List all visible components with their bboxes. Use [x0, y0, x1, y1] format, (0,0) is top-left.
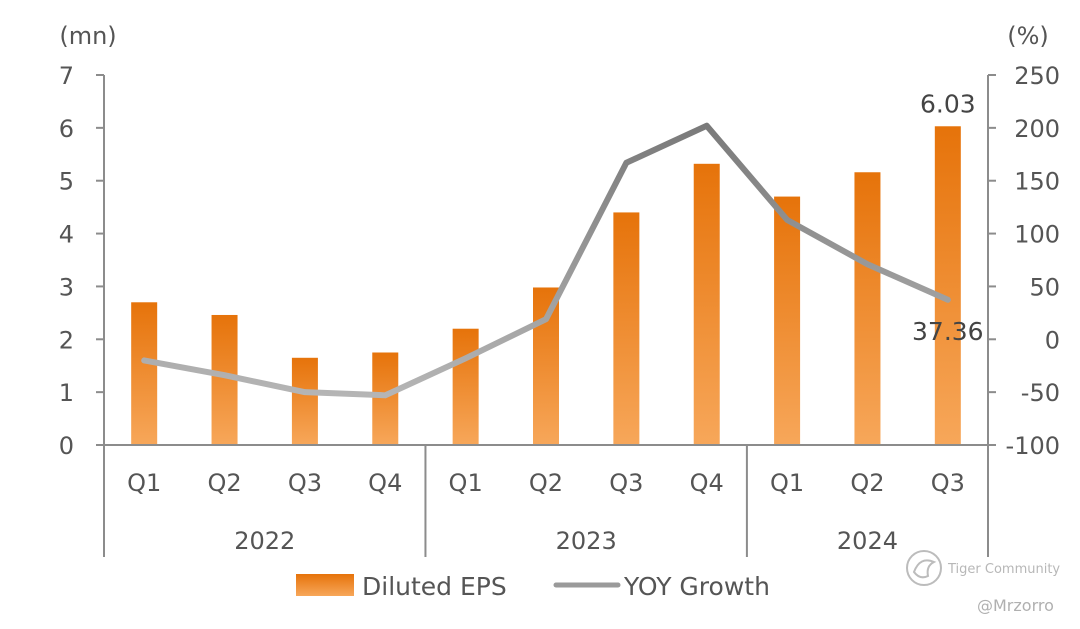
right-tick-label: 50	[1029, 273, 1060, 301]
year-label: 2023	[556, 527, 617, 555]
left-tick-label: 6	[59, 115, 74, 143]
legend: Diluted EPS YOY Growth	[296, 572, 770, 601]
left-tick-label: 1	[59, 379, 74, 407]
left-tick-label: 3	[59, 273, 74, 301]
left-tick-label: 0	[59, 432, 74, 460]
right-tick-label: 250	[1014, 62, 1060, 90]
watermark-handle: @Mrzorro	[977, 596, 1054, 615]
right-tick-label: 200	[1014, 115, 1060, 143]
category-label: Q3	[609, 469, 643, 497]
bar-series-diluted-eps	[131, 126, 961, 446]
category-label: Q1	[449, 469, 483, 497]
bar	[131, 302, 158, 445]
bar	[934, 126, 961, 446]
watermark: Tiger Community @Mrzorro	[906, 550, 1060, 615]
line-series-yoy-growth	[141, 122, 951, 399]
category-label: Q4	[368, 469, 402, 497]
right-tick-label: -100	[1006, 432, 1060, 460]
category-label: Q1	[770, 469, 804, 497]
data-label: 6.03	[920, 89, 976, 118]
legend-label-diluted-eps: Diluted EPS	[362, 572, 507, 601]
right-tick-label: 100	[1014, 221, 1060, 249]
left-tick-label: 4	[59, 221, 74, 249]
bar	[774, 196, 801, 445]
left-tick-label: 2	[59, 326, 74, 354]
category-label: Q1	[127, 469, 161, 497]
bar	[372, 352, 399, 445]
category-label: Q3	[931, 469, 965, 497]
right-axis: -100 -50 0 50 100 150 200 250	[987, 62, 1060, 557]
left-tick-label: 7	[59, 62, 74, 90]
bar	[533, 287, 559, 445]
right-axis-unit: (%)	[1007, 22, 1049, 50]
legend-label-yoy-growth: YOY Growth	[623, 572, 770, 601]
right-tick-label: 0	[1045, 326, 1060, 354]
left-axis-unit: (mn)	[59, 22, 116, 50]
category-label: Q3	[288, 469, 322, 497]
yoy-growth-line	[141, 122, 951, 399]
year-label: 2024	[837, 527, 898, 555]
tiger-logo-icon	[906, 550, 942, 586]
bar	[854, 172, 881, 445]
category-label: Q2	[529, 469, 563, 497]
category-label: Q2	[207, 469, 241, 497]
bar	[291, 357, 318, 445]
bar	[693, 163, 720, 446]
data-label: 37.36	[912, 317, 984, 346]
bar	[452, 328, 479, 445]
left-axis: 0 1 2 3 4 5 6 7	[59, 62, 105, 460]
right-tick-label: 150	[1014, 168, 1060, 196]
watermark-brand: Tiger Community	[947, 562, 1060, 577]
legend-swatch-diluted-eps	[296, 574, 354, 596]
data-labels: 6.03 37.36	[912, 89, 984, 346]
bar	[613, 212, 640, 445]
year-label: 2022	[234, 527, 295, 555]
right-tick-label: -50	[1021, 379, 1060, 407]
category-label: Q2	[850, 469, 884, 497]
category-axis: Q1 Q2 Q3 Q4 Q1 Q2 Q3 Q4 Q1 Q2 Q3 2022 2023 2024	[103, 444, 988, 557]
category-label: Q4	[690, 469, 724, 497]
left-tick-label: 5	[59, 168, 74, 196]
